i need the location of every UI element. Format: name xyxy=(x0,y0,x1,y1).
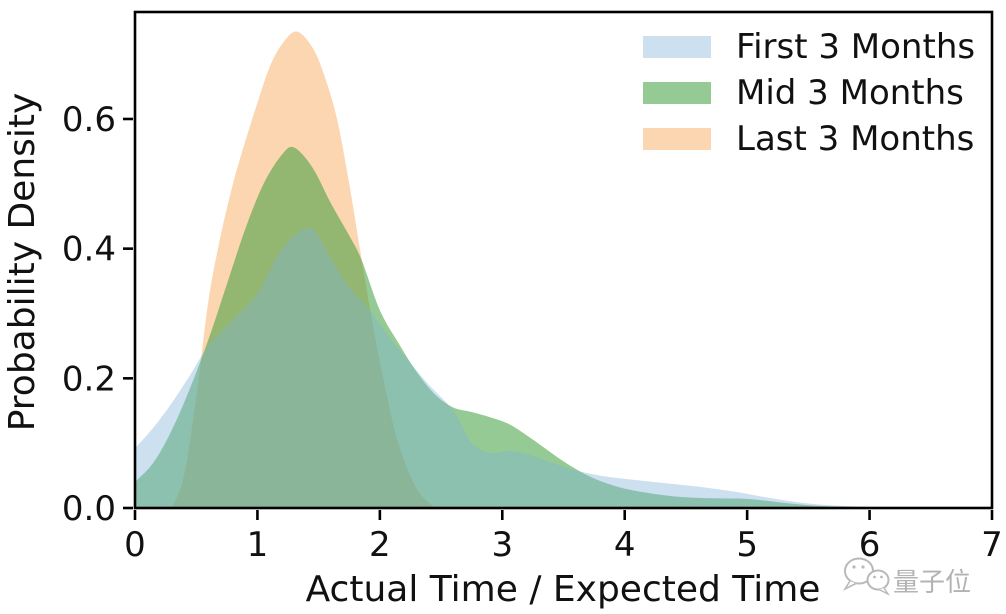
legend-label: Last 3 Months xyxy=(736,119,974,159)
x-tick-label: 4 xyxy=(614,525,636,565)
x-tick-label: 3 xyxy=(491,525,513,565)
x-axis-label: Actual Time / Expected Time xyxy=(306,569,821,610)
legend: First 3 Months Mid 3 Months Last 3 Months xyxy=(643,27,975,159)
y-tick-label: 0.2 xyxy=(62,359,116,399)
kde-areas xyxy=(135,31,919,508)
legend-label: Mid 3 Months xyxy=(736,73,964,113)
x-tick-label: 7 xyxy=(981,525,1003,565)
x-tick-label: 0 xyxy=(124,525,146,565)
watermark: 量子位 xyxy=(842,557,971,598)
x-tick-label: 5 xyxy=(736,525,758,565)
y-tick-label: 0.4 xyxy=(62,230,116,270)
kde-area-mid-3-months xyxy=(135,146,888,508)
y-tick-label: 0.0 xyxy=(62,489,116,529)
legend-label: First 3 Months xyxy=(736,27,975,67)
plot-border xyxy=(133,10,994,510)
y-axis-label: Probability Density xyxy=(2,93,43,432)
watermark-text: 量子位 xyxy=(893,568,971,598)
legend-swatch-last-3-months xyxy=(643,128,711,150)
x-tick-label: 2 xyxy=(369,525,391,565)
wechat-bubbles-icon xyxy=(842,557,891,596)
tick-labels: 0 1 2 3 4 5 6 7 0.0 0.2 0.4 0.6 xyxy=(62,100,1003,565)
legend-swatch-mid-3-months xyxy=(643,82,711,104)
kde-area-first-3-months xyxy=(135,227,919,508)
axis-ticks xyxy=(123,117,994,520)
x-tick-label: 1 xyxy=(247,525,269,565)
legend-swatch-first-3-months xyxy=(643,36,711,58)
y-tick-label: 0.6 xyxy=(62,100,116,140)
x-tick-label: 6 xyxy=(859,525,881,565)
